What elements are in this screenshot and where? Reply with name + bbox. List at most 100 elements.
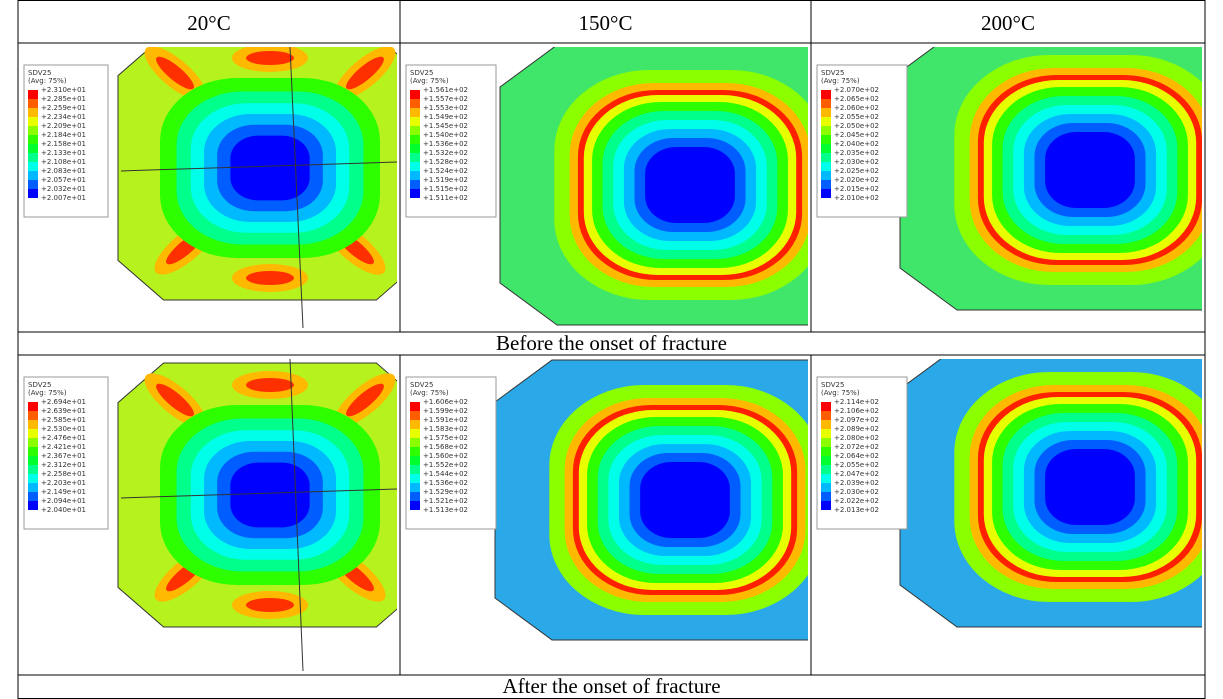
legend-value: +2.070e+02 [834, 86, 879, 94]
legend-swatch [410, 90, 420, 99]
legend-swatch [821, 90, 831, 99]
contour-band [645, 147, 735, 223]
mesh-line [120, 161, 397, 172]
legend-value: +1.561e+02 [423, 86, 468, 94]
legend-swatch [821, 99, 831, 108]
legend-swatch [410, 117, 420, 126]
legend-swatch [28, 135, 38, 144]
legend-value: +1.544e+02 [423, 470, 468, 478]
legend-swatch [28, 429, 38, 438]
legend-value: +1.528e+02 [423, 158, 468, 166]
legend-swatch [410, 474, 420, 483]
legend-swatch [410, 420, 420, 429]
legend-swatch [821, 402, 831, 411]
contour-band [230, 135, 310, 201]
legend-swatch [28, 483, 38, 492]
legend-value: +2.057e+01 [41, 176, 86, 184]
legend-value: +2.080e+02 [834, 434, 879, 442]
legend-swatch [410, 492, 420, 501]
legend-value: +2.639e+01 [41, 407, 86, 415]
legend-title: SDV25 [28, 69, 51, 77]
contour-plot [494, 359, 808, 641]
contour-plot [899, 47, 1202, 311]
legend-swatch [28, 171, 38, 180]
hot-spot [246, 378, 294, 392]
legend-value: +2.040e+02 [834, 140, 879, 148]
legend-swatch [410, 447, 420, 456]
legend-value: +2.094e+01 [41, 497, 86, 505]
legend-swatch [821, 474, 831, 483]
legend-swatch [28, 474, 38, 483]
legend-swatch [28, 438, 38, 447]
legend-box [816, 376, 908, 530]
legend-value: +2.047e+02 [834, 470, 879, 478]
legend-swatch [28, 108, 38, 117]
column-header: 200°C [981, 11, 1035, 35]
legend-swatch [410, 429, 420, 438]
hot-spot [156, 383, 194, 417]
legend-swatch [410, 501, 420, 510]
legend-value: +2.421e+01 [41, 443, 86, 451]
legend-box [405, 376, 497, 530]
legend-swatch [28, 456, 38, 465]
legend-value: +2.184e+01 [41, 131, 86, 139]
legend-value: +2.015e+02 [834, 185, 879, 193]
legend-value: +2.097e+02 [834, 416, 879, 424]
legend-value: +2.013e+02 [834, 506, 879, 514]
legend-value: +2.108e+01 [41, 158, 86, 166]
legend-swatch [821, 144, 831, 153]
legend-swatch [821, 483, 831, 492]
column-header: 150°C [579, 11, 633, 35]
legend-value: +1.568e+02 [423, 443, 468, 451]
legend-value: +2.258e+01 [41, 470, 86, 478]
legend-value: +2.585e+01 [41, 416, 86, 424]
legend-swatch [821, 153, 831, 162]
legend-swatch [28, 180, 38, 189]
contour-band [230, 462, 310, 528]
legend-value: +1.521e+02 [423, 497, 468, 505]
legend-swatch [410, 456, 420, 465]
contour-plot [499, 47, 808, 326]
legend-swatch [821, 492, 831, 501]
legend-value: +1.599e+02 [423, 407, 468, 415]
legend-swatch [821, 126, 831, 135]
legend-title: SDV25 [28, 381, 51, 389]
legend-swatch [821, 189, 831, 198]
hot-spot [346, 56, 384, 90]
legend-swatch [821, 438, 831, 447]
legend-swatch [821, 420, 831, 429]
legend-value: +2.694e+01 [41, 398, 86, 406]
legend-value: +2.203e+01 [41, 479, 86, 487]
hot-spot [246, 51, 294, 65]
legend-value: +2.022e+02 [834, 497, 879, 505]
legend-value: +2.064e+02 [834, 452, 879, 460]
legend-value: +1.545e+02 [423, 122, 468, 130]
legend-title: SDV25 [410, 69, 433, 77]
legend-value: +2.055e+02 [834, 113, 879, 121]
legend-value: +1.536e+02 [423, 140, 468, 148]
legend-swatch [410, 99, 420, 108]
legend-swatch [821, 117, 831, 126]
legend-value: +1.549e+02 [423, 113, 468, 121]
legend-swatch [410, 483, 420, 492]
legend-swatch [28, 162, 38, 171]
contour-plot [899, 359, 1202, 628]
legend-value: +2.285e+01 [41, 95, 86, 103]
mesh-line [289, 359, 304, 671]
legend-value: +2.045e+02 [834, 131, 879, 139]
legend-value: +2.035e+02 [834, 149, 879, 157]
legend-swatch [28, 420, 38, 429]
legend-swatch [410, 189, 420, 198]
legend-swatch [410, 153, 420, 162]
legend-swatch [410, 411, 420, 420]
legend-value: +1.553e+02 [423, 104, 468, 112]
legend-swatch [410, 438, 420, 447]
legend-swatch [28, 189, 38, 198]
legend-swatch [28, 153, 38, 162]
legend-swatch [410, 162, 420, 171]
legend-swatch [410, 144, 420, 153]
legend-value: +2.020e+02 [834, 176, 879, 184]
contour-plot [117, 359, 397, 671]
legend-value: +2.106e+02 [834, 407, 879, 415]
